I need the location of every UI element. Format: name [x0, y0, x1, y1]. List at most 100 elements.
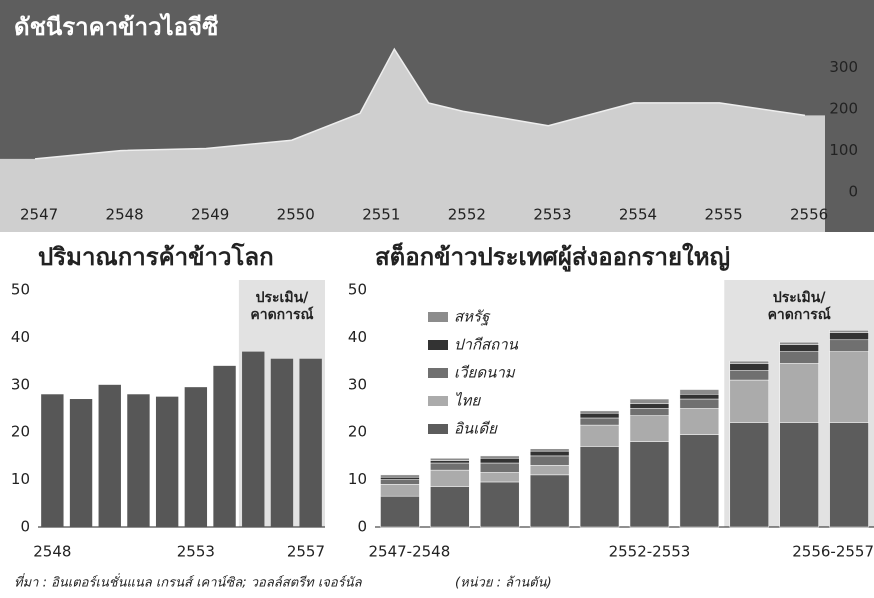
bar-segment	[529, 474, 570, 528]
bar-segment	[480, 458, 520, 464]
y-tick-label: 0	[20, 518, 30, 536]
bar-segment	[779, 344, 819, 352]
bar-segment	[629, 415, 670, 442]
x-tick-label: 2547	[20, 206, 58, 224]
bar-segment	[380, 495, 420, 528]
x-tick-label: 2556	[790, 206, 828, 224]
bar-segment	[829, 332, 869, 341]
annotation: ประเมิน/	[256, 290, 310, 306]
annotation: ประเมิน/	[773, 290, 827, 306]
bar-segment	[729, 379, 769, 423]
bar-segment	[380, 479, 420, 485]
legend-swatch	[428, 424, 448, 434]
x-tick-label: 2547-2548	[368, 543, 450, 561]
area-shade	[0, 49, 825, 233]
bar-segment	[480, 462, 520, 473]
bar	[270, 358, 294, 527]
bar-segment	[430, 486, 470, 528]
bar-segment	[779, 341, 819, 345]
annotation: คาดการณ์	[768, 306, 831, 323]
legend-label: ปากีสถาน	[454, 336, 519, 354]
bar-segment	[579, 417, 620, 426]
x-tick-label: 2556-2557	[792, 543, 874, 561]
source: ที่มา : อินเตอร์เนชั่นแนล เกรนส์ เคาน์ซิ…	[14, 573, 363, 591]
bar-segment	[779, 422, 819, 528]
y-tick-label: 30	[11, 375, 30, 393]
y-tick-label: 20	[11, 423, 30, 441]
bar	[98, 384, 121, 527]
bar-segment	[480, 455, 520, 459]
y-tick-label: 20	[348, 423, 367, 441]
bar	[184, 387, 208, 527]
chart-title: สต็อกข้าวประเทศผู้ส่งออกรายใหญ่	[375, 242, 730, 272]
bar-segment	[430, 462, 470, 471]
bar	[242, 351, 265, 527]
y-tick-label: 50	[348, 281, 367, 299]
bar-segment	[629, 408, 670, 416]
x-tick-label: 2551	[362, 206, 400, 224]
bar-segment	[579, 412, 620, 419]
y-tick-label: 10	[348, 470, 367, 488]
bar-segment	[829, 422, 869, 528]
legend-swatch	[428, 368, 448, 378]
y-tick-label: 40	[348, 328, 367, 346]
y-tick-label: 30	[348, 375, 367, 393]
y-tick-label: 40	[11, 328, 30, 346]
legend-swatch	[428, 396, 448, 406]
bar-segment	[729, 422, 769, 528]
x-tick-label: 2553	[533, 206, 571, 224]
x-tick-label: 2549	[191, 206, 229, 224]
legend-label: ไทย	[454, 392, 481, 410]
bar-segment	[779, 363, 819, 423]
legend-swatch	[428, 340, 448, 350]
bar	[213, 365, 236, 527]
bar-segment	[480, 472, 520, 483]
bar-segment	[629, 403, 670, 409]
bar	[127, 394, 150, 527]
bar-segment	[430, 469, 470, 487]
bar-segment	[729, 363, 769, 371]
y-tick-label: 100	[829, 141, 858, 159]
y-tick-label: 50	[11, 281, 30, 299]
price-line	[34, 47, 806, 160]
bar-segment	[679, 398, 720, 409]
bar	[41, 394, 64, 527]
y-tick-label: 300	[829, 58, 858, 76]
bar-segment	[430, 458, 470, 461]
bar-segment	[679, 434, 720, 528]
bar-segment	[529, 450, 570, 457]
bar-segment	[729, 360, 769, 364]
unit: (หน่วย : ล้านตัน)	[455, 576, 552, 591]
annotation: คาดการณ์	[250, 306, 313, 323]
y-tick-label: 0	[357, 518, 367, 536]
x-tick-label: 2548	[106, 206, 144, 224]
x-tick-label: 2548	[33, 543, 71, 561]
x-tick-label: 2554	[619, 206, 657, 224]
bar-segment	[829, 339, 869, 352]
bar-segment	[829, 330, 869, 333]
bar-segment	[629, 398, 670, 405]
bar-segment	[579, 424, 620, 447]
bar	[69, 399, 93, 527]
bar-segment	[380, 476, 420, 480]
bar	[155, 396, 179, 527]
bar-segment	[579, 446, 620, 528]
bar-segment	[729, 370, 769, 381]
bar-segment	[529, 455, 570, 466]
y-tick-label: 0	[848, 183, 858, 201]
bar-segment	[529, 448, 570, 452]
bar-segment	[480, 481, 520, 528]
x-tick-label: 2555	[704, 206, 742, 224]
bar-segment	[679, 408, 720, 435]
bar	[299, 358, 322, 527]
bar-segment	[779, 351, 819, 364]
x-tick-label: 2557	[287, 543, 325, 561]
bar-segment	[579, 410, 620, 414]
x-tick-label: 2552-2553	[609, 543, 691, 561]
chart-title: ดัชนีราคาข้าวไอจีซี	[14, 12, 218, 41]
bar-segment	[529, 465, 570, 476]
chart-title: ปริมาณการค้าข้าวโลก	[38, 242, 274, 271]
x-tick-label: 2553	[177, 543, 215, 561]
legend-label: สหรัฐ	[454, 308, 491, 326]
